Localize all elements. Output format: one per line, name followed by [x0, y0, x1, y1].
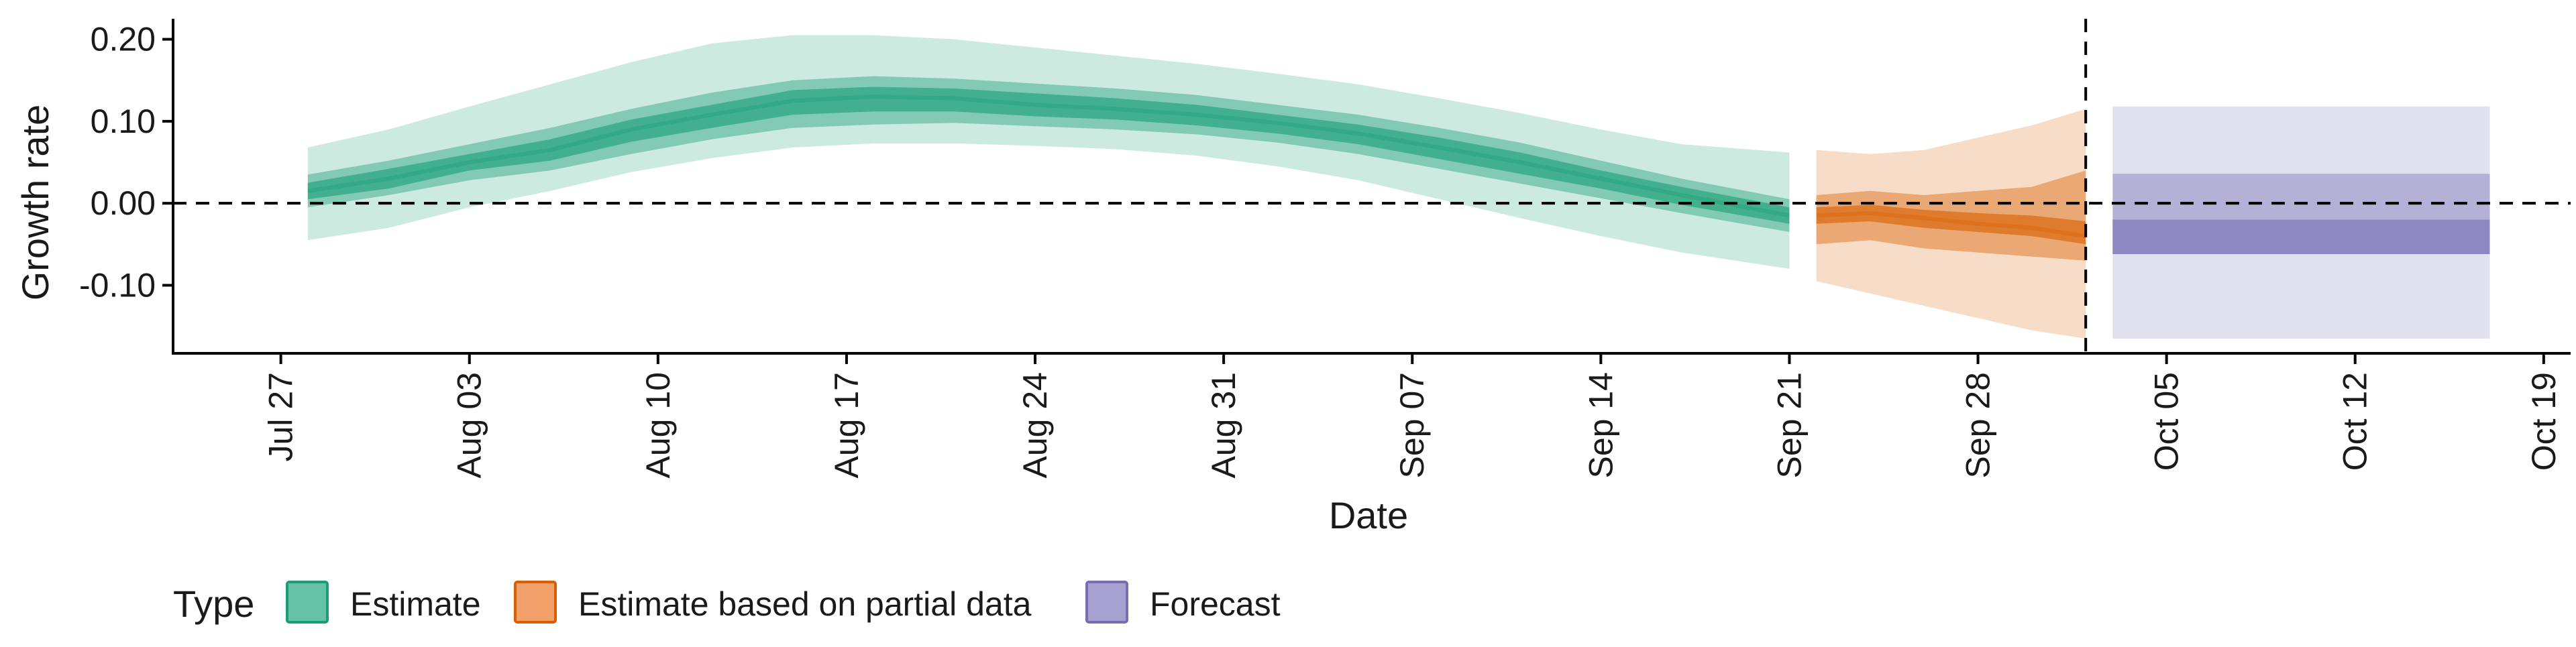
band-20-estimate [307, 86, 1790, 224]
x-tick-label: Sep 28 [1960, 372, 1997, 478]
legend-swatch-forecast [1085, 581, 1128, 624]
y-tick-label: 0.20 [91, 21, 156, 58]
y-tick-label: 0.00 [91, 184, 156, 222]
y-axis-title: Growth rate [14, 105, 56, 301]
x-tick-label: Oct 12 [2337, 372, 2374, 471]
legend-label-estimate: Estimate [350, 585, 481, 623]
legend-title: Type [173, 583, 254, 625]
x-tick-label: Sep 21 [1770, 372, 1808, 478]
x-tick-label: Aug 03 [451, 372, 488, 478]
legend-swatch-estimate [286, 581, 329, 624]
band-90-estimate [307, 35, 1790, 269]
legend: Type Estimate Estimate based on partial … [173, 581, 1281, 625]
legend-label-forecast: Forecast [1150, 585, 1281, 623]
x-tick-label: Oct 19 [2525, 372, 2563, 471]
median-line-estimate [307, 95, 1790, 218]
x-tick-label: Oct 05 [2148, 372, 2186, 471]
x-tick-label: Sep 14 [1582, 372, 1619, 478]
band-20-estimate-based-on-partial-data [1816, 204, 2086, 245]
x-tick-label: Aug 31 [1205, 372, 1242, 478]
legend-label-partial: Estimate based on partial data [578, 585, 1032, 623]
y-tick-label: -0.10 [79, 266, 156, 304]
x-tick-label: Jul 27 [262, 372, 300, 461]
band-20-forecast [2112, 219, 2490, 254]
legend-swatch-partial [514, 581, 557, 624]
x-tick-label: Sep 07 [1393, 372, 1431, 478]
median-line-estimate-based-on-partial-data [1816, 211, 2086, 239]
x-tick-label: Aug 17 [828, 372, 865, 478]
y-tick-label: 0.10 [91, 103, 156, 140]
axes [162, 19, 2571, 364]
x-axis-title: Date [1329, 494, 1408, 536]
x-tick-label: Aug 24 [1016, 372, 1054, 478]
x-tick-label: Aug 10 [639, 372, 677, 478]
bands-layer [307, 35, 2490, 339]
tick-labels: -0.10 0.00 0.10 0.20 Jul 27 Aug 03 Aug 10 Aug 1… [79, 21, 2563, 479]
reference-lines [173, 19, 2571, 353]
